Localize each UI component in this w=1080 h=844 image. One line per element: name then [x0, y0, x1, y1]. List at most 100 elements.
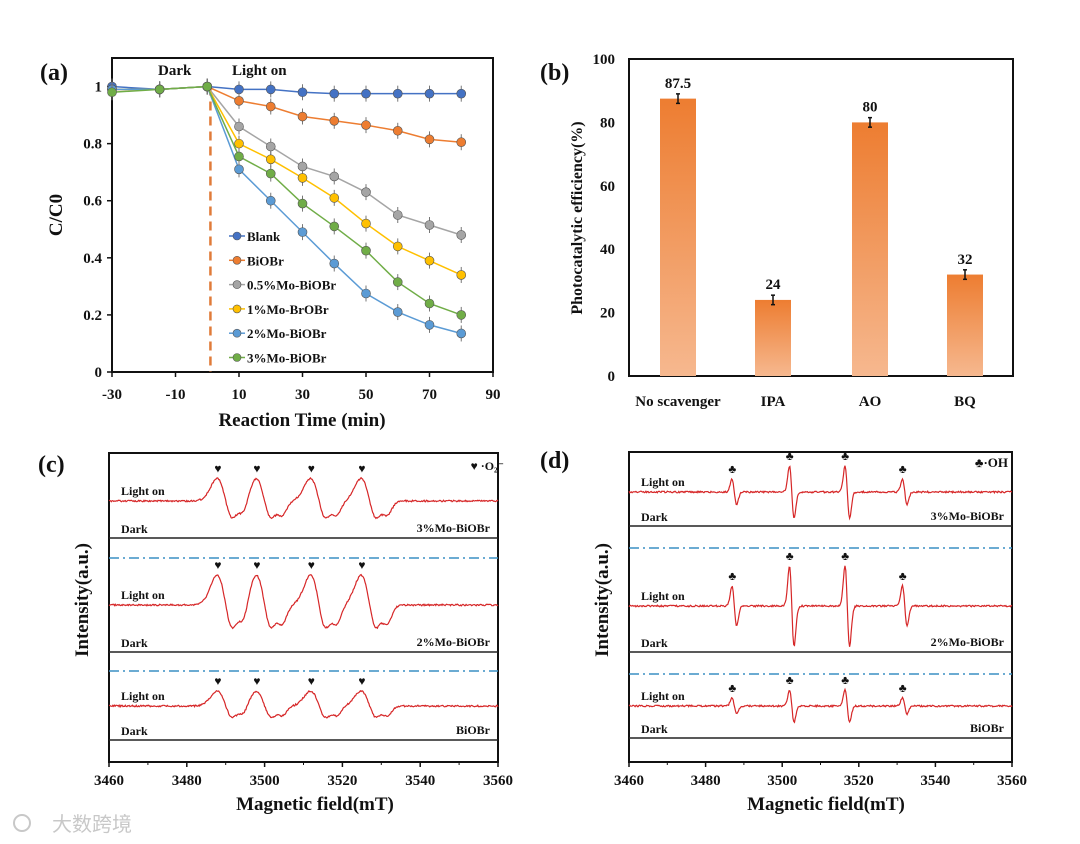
peak-marker-icon: ♥: [214, 558, 221, 572]
data-point: [297, 87, 308, 98]
data-point: [329, 171, 340, 182]
y-tick-label: 0.2: [83, 308, 102, 324]
data-point: [234, 151, 244, 162]
x-tick-label: 90: [486, 387, 501, 403]
data-point: [392, 88, 403, 99]
legend-marker: [232, 255, 242, 265]
x-axis-title: Magnetic field(mT): [236, 794, 394, 815]
y-tick-label: 1: [95, 80, 103, 96]
bar-1: [755, 299, 791, 376]
legend-label: 0.5%Mo-BiOBr: [247, 278, 336, 293]
y-axis-title: C/C0: [46, 194, 67, 236]
peak-marker-icon: ♥: [308, 558, 315, 572]
data-point: [456, 328, 467, 339]
data-point: [424, 134, 435, 145]
legend-label: 1%Mo-BrOBr: [247, 302, 329, 317]
data-point: [154, 84, 165, 95]
data-point: [234, 164, 244, 175]
peak-marker-icon: ♥: [358, 558, 365, 572]
y-tick-label: 100: [593, 52, 616, 68]
data-point: [361, 288, 371, 299]
watermark-logo-icon: [13, 814, 31, 832]
plot-frame: [628, 58, 1014, 377]
x-tick-label: 30: [295, 387, 310, 403]
x-category-label: AO: [859, 394, 882, 410]
plot-frame: [108, 452, 499, 763]
y-axis-title: Intensity(a.u.): [592, 543, 613, 657]
data-point: [265, 195, 276, 206]
data-point: [297, 111, 308, 122]
peak-marker-icon: ♣: [786, 673, 794, 687]
y-tick-label: 60: [600, 179, 615, 195]
x-axis-title: Reaction Time (min): [218, 410, 385, 431]
peak-marker-icon: ♥: [358, 462, 365, 476]
x-category-label: No scavenger: [635, 394, 721, 410]
x-tick-label: 3460: [614, 773, 644, 789]
legend-superoxide: ♥ ·O₂⁻: [471, 459, 504, 473]
peak-marker-icon: ♥: [308, 462, 315, 476]
legend-label: Blank: [247, 229, 281, 244]
series-line-3: [112, 85, 462, 276]
legend-label: 2%Mo-BiOBr: [247, 326, 327, 341]
panel-a-line-chart: (a) Dark Light on Reaction Time (min) C/…: [40, 57, 501, 431]
sample-label: BiOBr: [456, 723, 491, 737]
bar-0: [660, 98, 696, 376]
data-point: [361, 218, 371, 229]
sample-label: 2%Mo-BiOBr: [931, 635, 1005, 649]
x-tick-label: 3520: [327, 773, 357, 789]
x-tick-label: -30: [102, 387, 122, 403]
sample-label: 3%Mo-BiOBr: [931, 509, 1005, 523]
data-point: [456, 270, 467, 280]
peak-marker-icon: ♣: [786, 449, 794, 463]
series-line-0: [111, 85, 462, 95]
data-point: [265, 154, 276, 165]
sample-label: 3%Mo-BiOBr: [417, 521, 491, 535]
x-tick-label: 3560: [997, 773, 1027, 789]
legend-marker: [232, 231, 242, 241]
data-point: [234, 84, 244, 95]
y-tick-label: 0.4: [83, 251, 102, 267]
dark-label: Dark: [641, 636, 668, 650]
data-point: [265, 101, 276, 112]
plot-frame: [111, 57, 494, 373]
x-tick-label: 3540: [405, 773, 435, 789]
x-tick-label: 3480: [172, 773, 202, 789]
data-point: [456, 230, 467, 240]
series-line-4: [112, 85, 462, 335]
light-on-label: Light on: [121, 588, 165, 602]
dark-label: Dark: [121, 522, 148, 536]
panel-c-epr-superoxide: (c) ♥ ·O₂⁻ Magnetic field(mT) Intensity(…: [38, 452, 513, 815]
light-on-trace: [108, 476, 499, 520]
dark-label: Dark: [641, 510, 668, 524]
peak-marker-icon: ♥: [253, 558, 260, 572]
data-point: [392, 241, 403, 252]
peak-marker-icon: ♥: [253, 462, 260, 476]
y-tick-label: 0.6: [83, 194, 102, 210]
peak-marker-icon: ♥: [358, 674, 365, 688]
panel-c-label: (c): [38, 452, 65, 478]
series-line-2: [112, 85, 462, 236]
data-point: [424, 220, 435, 230]
data-point: [234, 96, 244, 106]
data-point: [265, 84, 276, 95]
data-point: [329, 88, 340, 99]
data-point: [234, 121, 244, 132]
peak-marker-icon: ♥: [214, 462, 221, 476]
peak-marker-icon: ♣: [728, 681, 736, 695]
y-axis-title: Intensity(a.u.): [72, 543, 93, 657]
panel-a-label: (a): [40, 60, 68, 86]
data-point: [392, 125, 403, 136]
legend-marker: [232, 353, 242, 362]
data-point: [424, 298, 435, 309]
bar-value-label: 87.5: [665, 76, 691, 92]
x-tick-label: 50: [359, 387, 374, 403]
data-point: [456, 310, 467, 320]
data-point: [265, 141, 276, 152]
peak-marker-icon: ♣: [841, 549, 849, 563]
data-point: [329, 258, 340, 269]
light-on-label: Light on: [641, 689, 685, 703]
y-axis-title: Photocatalytic efficiency(%): [569, 121, 586, 314]
legend-hydroxyl: ♣·OH: [975, 455, 1008, 470]
data-point: [361, 88, 371, 99]
data-point: [361, 120, 371, 130]
